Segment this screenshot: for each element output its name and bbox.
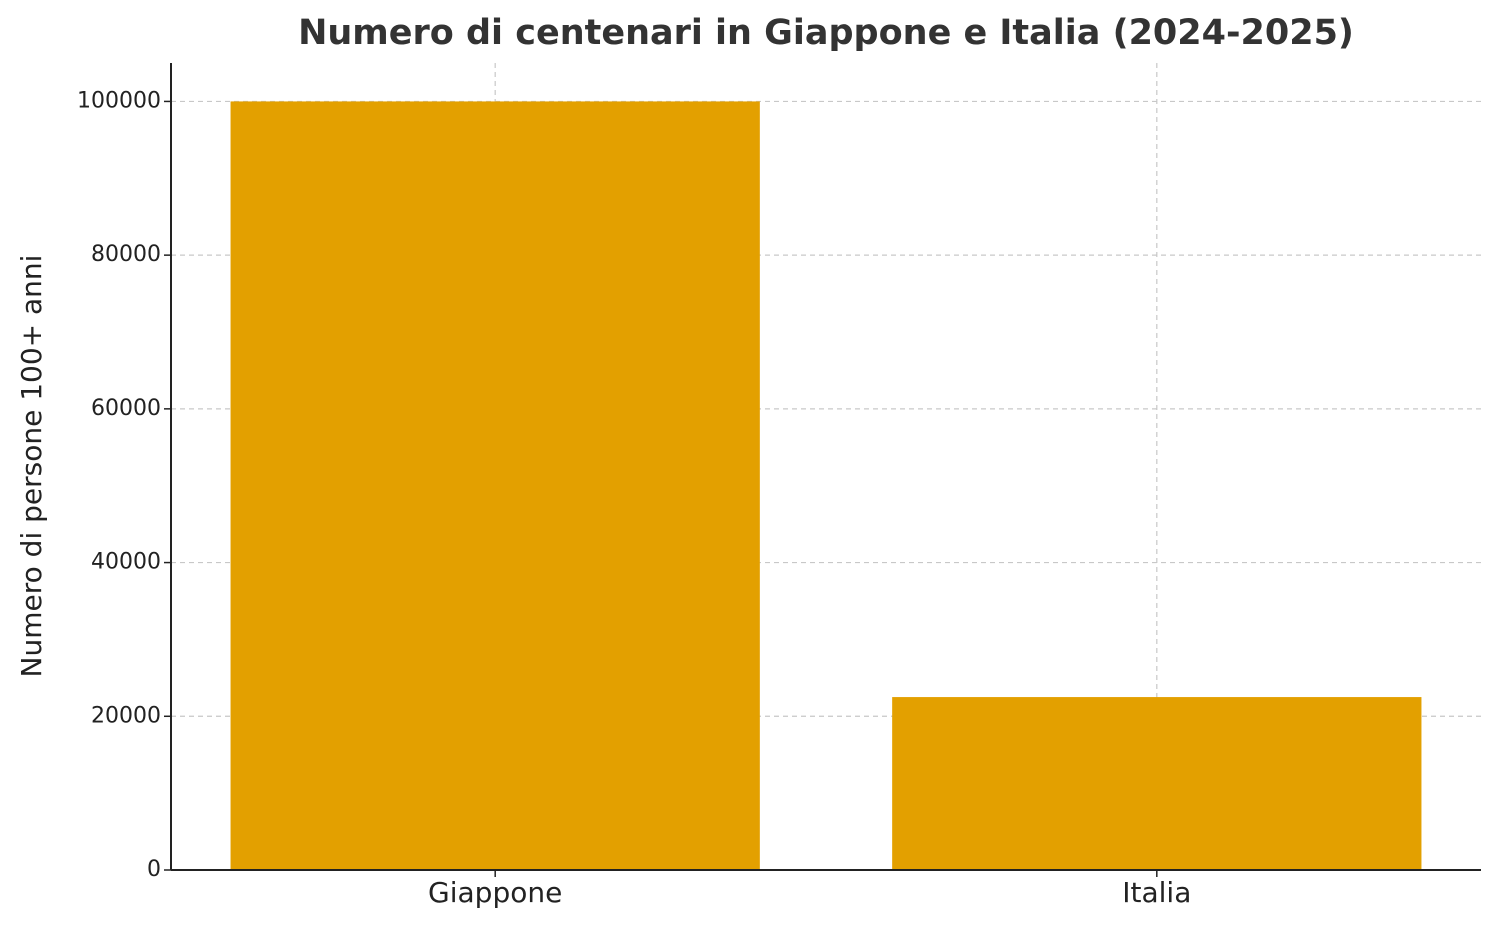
axes: 0 20000 40000 60000 80000 100000 Giappone Itali… xyxy=(77,63,1481,909)
bars xyxy=(230,101,1422,870)
y-tick-label: 80000 xyxy=(91,242,161,267)
y-tick-label: 100000 xyxy=(77,88,161,113)
y-tick-label: 60000 xyxy=(91,396,161,421)
y-tick-label: 20000 xyxy=(91,703,161,728)
bar xyxy=(892,697,1422,870)
y-axis-label: Numero di persone 100+ anni xyxy=(15,255,48,678)
chart-title: Numero di centenari in Giappone e Italia… xyxy=(298,13,1354,53)
y-tick-label: 0 xyxy=(147,857,161,882)
y-tick-label: 40000 xyxy=(91,550,161,575)
bar xyxy=(230,101,760,870)
x-tick-label: Italia xyxy=(1122,876,1191,909)
x-tick-label: Giappone xyxy=(428,876,562,909)
